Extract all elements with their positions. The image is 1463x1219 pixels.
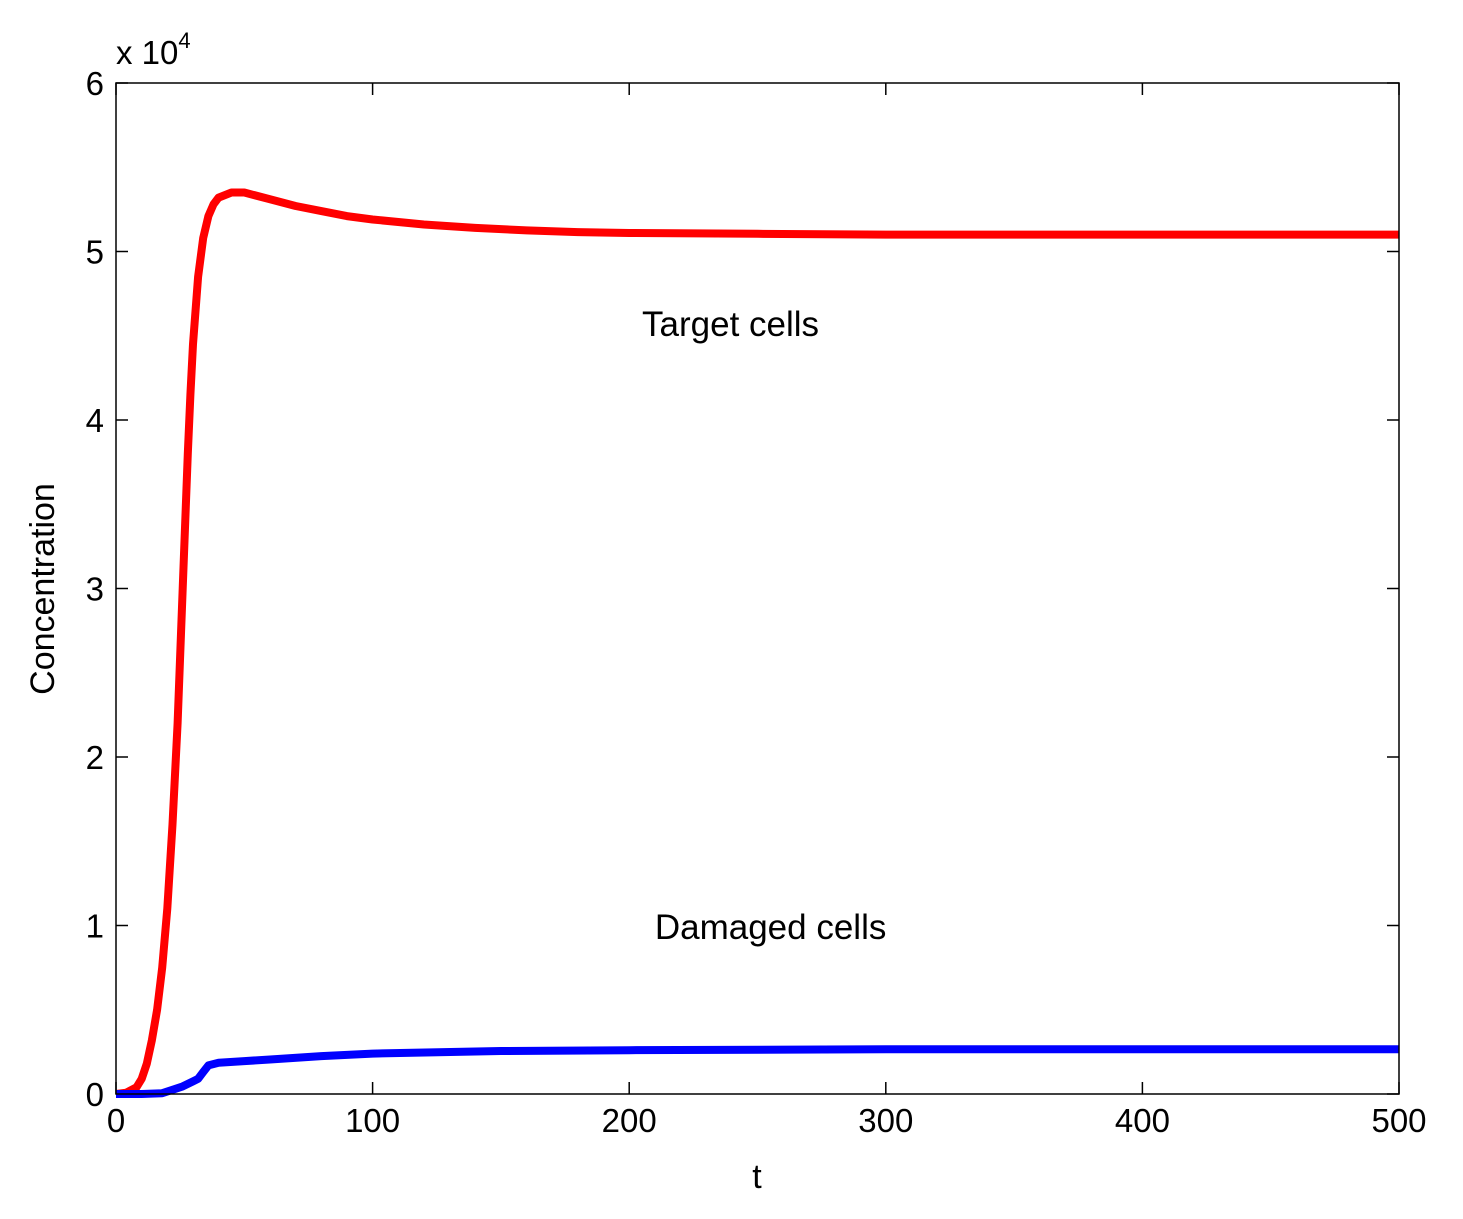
annotation-damaged-cells: Damaged cells — [655, 908, 887, 947]
x-tick-label: 400 — [1115, 1102, 1170, 1139]
y-multiplier-exponent: 4 — [178, 28, 190, 53]
series-layer — [115, 188, 1399, 1098]
annotation-target-cells: Target cells — [642, 305, 819, 344]
x-tick-label: 0 — [107, 1102, 125, 1139]
x-tick-label: 500 — [1371, 1102, 1426, 1139]
y-tick-label: 0 — [86, 1076, 104, 1113]
tick-labels: 0 100 200 300 400 500 0 1 2 3 4 5 6 — [86, 65, 1427, 1139]
y-tick-label: 6 — [86, 65, 104, 102]
x-tick-label: 200 — [602, 1102, 657, 1139]
series-line-target-cells — [115, 188, 1399, 1098]
y-multiplier-label: x 104 — [116, 28, 191, 71]
y-tick-label: 5 — [86, 234, 104, 271]
y-tick-label: 2 — [86, 739, 104, 776]
x-tick-label: 100 — [345, 1102, 400, 1139]
y-axis-label: Concentration — [24, 483, 62, 695]
y-tick-label: 3 — [86, 571, 104, 608]
y-multiplier-base: x 10 — [116, 34, 178, 71]
series-line-damaged-cells — [116, 1045, 1399, 1098]
y-tick-label: 1 — [86, 908, 104, 945]
plot-frame — [115, 82, 1400, 1095]
x-tick-label: 300 — [858, 1102, 913, 1139]
annotations: Target cells Damaged cells — [642, 305, 886, 947]
y-tick-label: 4 — [86, 402, 104, 439]
x-axis-label: t — [752, 1158, 762, 1196]
